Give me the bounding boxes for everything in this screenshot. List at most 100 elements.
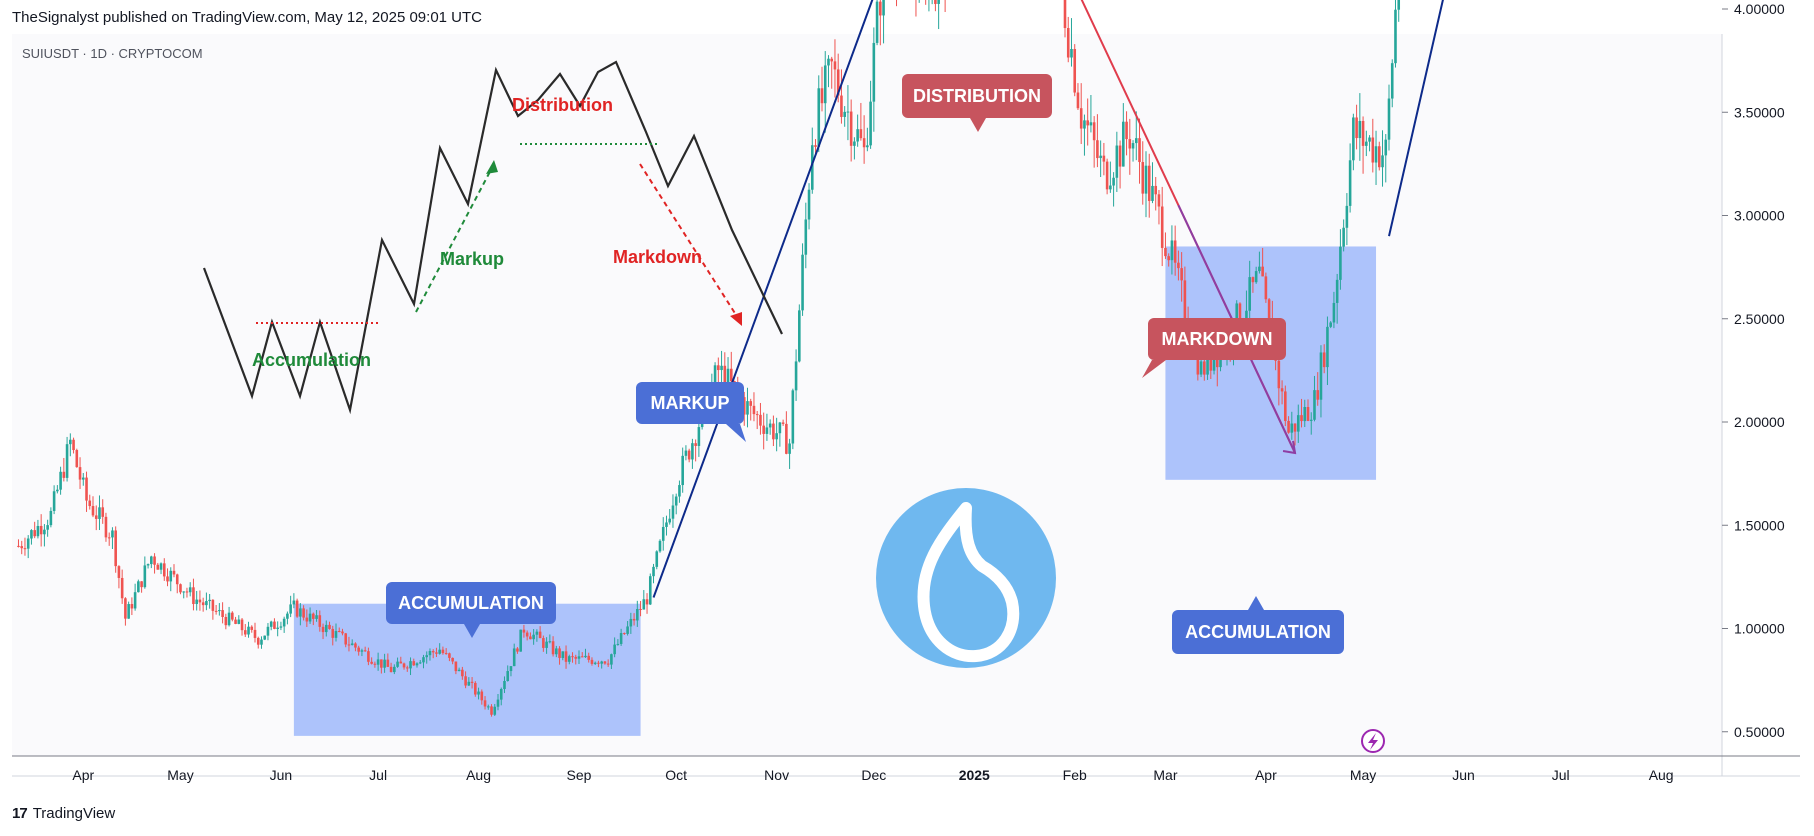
candle (1326, 316, 1329, 386)
candle (610, 653, 613, 670)
candle (483, 696, 487, 710)
candle (1264, 272, 1268, 303)
candle (1287, 416, 1290, 434)
candle (1105, 158, 1109, 195)
candle (545, 637, 548, 654)
candle (925, 0, 927, 5)
candle (794, 349, 798, 401)
candle (1397, 0, 1401, 22)
candle (866, 127, 869, 152)
callout-distribution[interactable]: DISTRIBUTION (902, 74, 1052, 132)
candle (30, 529, 33, 545)
candle (1183, 266, 1187, 327)
candle (749, 398, 753, 421)
candle (765, 413, 769, 441)
candle (26, 535, 30, 559)
candle (418, 660, 422, 665)
candle (104, 512, 108, 542)
candle (1089, 94, 1093, 133)
candle (179, 583, 182, 595)
candle (558, 646, 561, 665)
candle (383, 653, 386, 673)
candle (305, 609, 309, 627)
candle (506, 665, 510, 682)
candle (269, 620, 273, 631)
candle (655, 550, 659, 570)
candle (17, 539, 20, 548)
candle (1352, 113, 1355, 171)
inset-markup-arrow (415, 163, 495, 313)
candle (162, 558, 166, 581)
candle (1109, 161, 1112, 193)
candle (804, 202, 808, 269)
callout-markdown[interactable]: MARKDOWN (1142, 318, 1286, 378)
candle (182, 591, 186, 599)
candle (687, 448, 691, 463)
price-chart[interactable]: SUIUSDT · 1D · CRYPTOCOM Accumulation Ma… (0, 0, 1814, 800)
candle (211, 599, 215, 620)
callout-label: MARKUP (651, 393, 730, 413)
candle (441, 646, 445, 655)
candle (529, 632, 532, 640)
x-tick-label: Oct (665, 767, 687, 783)
candle (788, 438, 791, 469)
callout-markup[interactable]: MARKUP (636, 382, 746, 442)
x-tick-label: May (1350, 767, 1376, 783)
candle (431, 649, 435, 659)
candle (286, 611, 289, 625)
candle (823, 51, 827, 133)
candle (772, 415, 775, 447)
candle (448, 652, 451, 662)
candle (567, 654, 571, 665)
candle (312, 612, 315, 626)
candle (425, 651, 429, 664)
projection-trend-line[interactable] (1388, 0, 1545, 237)
callout-label: ACCUMULATION (1185, 622, 1331, 642)
candle (684, 445, 688, 461)
candle (600, 660, 603, 669)
candle (227, 606, 231, 627)
candle (1284, 385, 1287, 427)
candle (681, 447, 684, 493)
candle (691, 438, 694, 469)
candle (49, 507, 53, 528)
candle (376, 652, 380, 671)
callout-label: ACCUMULATION (398, 593, 544, 613)
candle (23, 537, 27, 556)
candle (221, 602, 224, 624)
callout-accumulation[interactable]: ACCUMULATION (386, 582, 556, 638)
candle (250, 625, 254, 633)
x-tick-label: Mar (1153, 767, 1177, 783)
candle (1102, 142, 1106, 176)
tradingview-logo-icon[interactable]: 17 (12, 805, 28, 822)
x-tick-label: Jul (1552, 767, 1570, 783)
candle (580, 652, 584, 658)
candle (166, 568, 169, 587)
candle (256, 636, 260, 649)
x-tick-label: Apr (72, 767, 94, 783)
candle (931, 0, 933, 5)
candle (1154, 176, 1158, 211)
candle (137, 579, 140, 593)
candle (247, 621, 250, 638)
candle (94, 505, 98, 531)
candle (315, 609, 318, 622)
candle (1319, 345, 1323, 418)
callout-accumulation[interactable]: ACCUMULATION (1172, 596, 1344, 654)
candle (205, 592, 208, 611)
lightning-icon[interactable] (1361, 729, 1385, 753)
candle (308, 607, 312, 624)
markup-trend-line[interactable] (652, 0, 972, 598)
candle (642, 590, 646, 610)
candle (451, 657, 454, 665)
candle (1368, 135, 1371, 152)
candle (234, 616, 237, 625)
candle (1322, 344, 1326, 374)
candle (1147, 153, 1151, 218)
footer-brand[interactable]: TradingView (32, 805, 116, 822)
candle (386, 653, 390, 668)
candle (1164, 232, 1167, 259)
candle (1128, 118, 1132, 175)
candle (535, 629, 539, 642)
callout-label: DISTRIBUTION (913, 86, 1041, 106)
